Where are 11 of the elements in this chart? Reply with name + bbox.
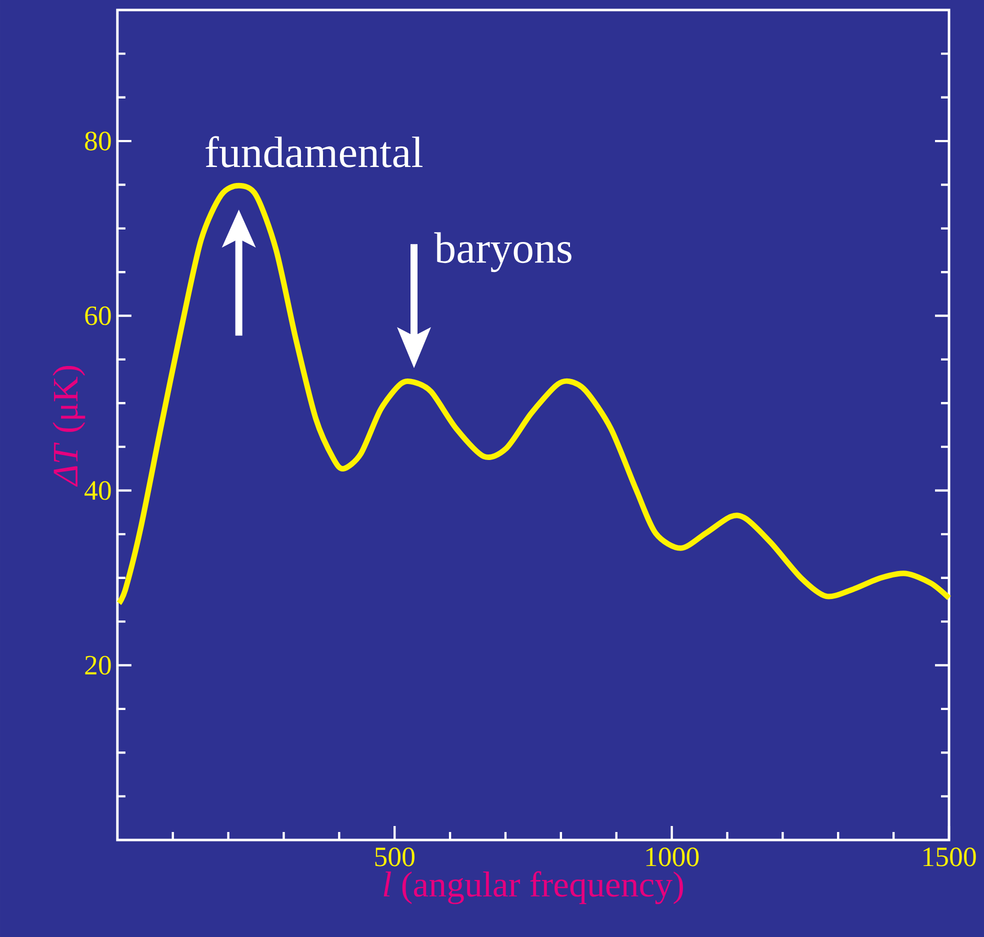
x-tick-label: 1000 [646,848,699,866]
y-tick-label: 80 [85,132,111,150]
y-tick-label: 60 [85,306,111,326]
y-axis-title: ΔT (μK) [52,366,86,487]
annotation: fundamental [206,136,423,168]
y-tick-label: 20 [85,656,111,675]
x-tick-label: 500 [375,848,414,866]
x-tick-label: 1500 [924,848,976,866]
x-axis-title: l (angular frequency) [384,871,683,904]
y-tick-label: 40 [84,481,111,500]
annotation: baryons [434,232,572,272]
